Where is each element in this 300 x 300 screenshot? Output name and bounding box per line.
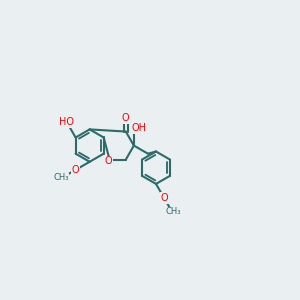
- Text: O: O: [122, 113, 130, 123]
- Text: HO: HO: [58, 117, 74, 127]
- Text: O: O: [105, 156, 112, 167]
- Text: CH₃: CH₃: [165, 207, 181, 216]
- Text: OH: OH: [132, 123, 147, 133]
- Text: O: O: [72, 165, 80, 175]
- Text: CH₃: CH₃: [53, 173, 69, 182]
- Text: O: O: [160, 193, 168, 203]
